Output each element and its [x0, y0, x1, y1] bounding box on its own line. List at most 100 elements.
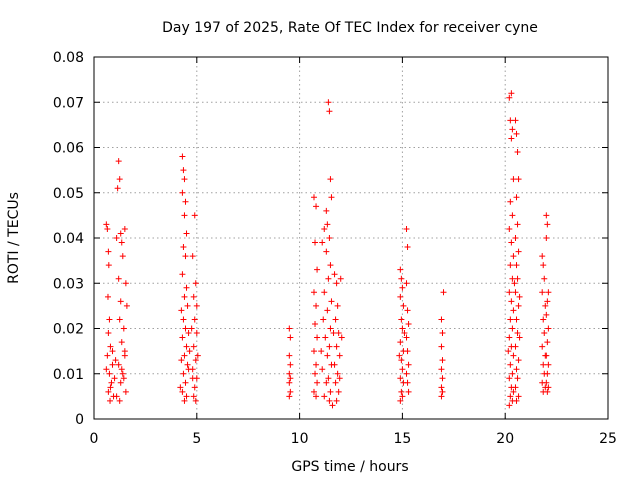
data-point — [401, 330, 408, 337]
data-point — [310, 348, 317, 355]
data-point — [438, 366, 445, 373]
x-tick-label: 15 — [393, 431, 411, 447]
data-point — [107, 384, 114, 391]
data-point — [184, 302, 191, 309]
data-point — [319, 366, 326, 373]
data-point — [119, 370, 126, 377]
data-point — [314, 379, 321, 386]
data-point — [336, 375, 343, 382]
data-point — [119, 253, 126, 260]
data-point — [287, 375, 294, 382]
data-point — [319, 239, 326, 246]
data-point — [505, 348, 512, 355]
data-point — [105, 330, 112, 337]
data-point — [513, 130, 520, 137]
data-point — [403, 225, 410, 232]
data-point — [310, 289, 317, 296]
data-point — [122, 280, 129, 287]
data-point — [506, 225, 513, 232]
data-point — [439, 375, 446, 382]
data-point — [108, 379, 115, 386]
data-point — [508, 90, 515, 97]
data-point — [184, 361, 191, 368]
data-point — [115, 158, 122, 165]
data-point — [512, 235, 519, 241]
data-point — [286, 352, 293, 359]
data-point — [513, 316, 520, 323]
y-tick-label: 0.05 — [53, 186, 84, 202]
data-point — [439, 388, 446, 395]
data-point — [512, 343, 519, 350]
data-point — [192, 357, 199, 364]
data-point — [181, 397, 188, 404]
data-point — [509, 325, 516, 332]
x-tick-label: 0 — [90, 431, 99, 447]
data-point — [544, 298, 551, 305]
data-point — [327, 325, 334, 332]
data-point — [403, 370, 410, 377]
data-point — [398, 316, 405, 323]
data-point — [181, 352, 188, 359]
data-point — [313, 203, 320, 210]
data-point — [109, 348, 116, 355]
data-point — [405, 388, 412, 395]
data-point — [182, 253, 189, 260]
data-point — [397, 375, 404, 382]
data-point — [310, 388, 317, 395]
data-point — [323, 379, 330, 386]
data-point — [506, 94, 513, 101]
data-point — [192, 397, 199, 404]
data-point — [507, 198, 514, 205]
data-point — [545, 384, 552, 391]
data-point — [509, 212, 516, 219]
data-point — [314, 266, 321, 273]
data-point — [181, 176, 188, 183]
data-point — [312, 320, 319, 327]
data-point — [321, 393, 328, 400]
data-point — [179, 271, 186, 278]
data-point — [111, 375, 118, 382]
data-point — [335, 388, 342, 395]
data-point — [398, 357, 405, 364]
data-point — [182, 325, 189, 332]
data-point — [312, 239, 319, 246]
data-point — [514, 149, 521, 156]
data-point — [543, 212, 550, 219]
data-point — [179, 189, 186, 196]
data-point — [510, 388, 517, 395]
data-point — [515, 393, 522, 400]
data-point — [328, 194, 335, 201]
data-point — [326, 108, 333, 115]
y-tick-label: 0 — [75, 412, 84, 428]
data-point — [334, 370, 341, 377]
data-point — [439, 357, 446, 364]
data-point — [313, 361, 320, 368]
data-point — [188, 325, 195, 332]
data-point — [179, 334, 186, 341]
data-point — [506, 334, 513, 341]
data-point — [120, 325, 127, 332]
data-point — [396, 352, 403, 359]
data-point — [438, 343, 445, 350]
data-point — [116, 176, 123, 183]
data-point — [313, 393, 320, 400]
data-point — [333, 397, 340, 404]
data-point — [438, 316, 445, 323]
data-point — [513, 397, 520, 404]
data-point — [324, 307, 331, 314]
data-point — [118, 339, 125, 346]
data-point — [114, 185, 121, 192]
data-point — [286, 393, 293, 400]
data-point — [123, 302, 130, 309]
data-point — [543, 311, 550, 318]
data-point — [107, 397, 114, 404]
data-point — [515, 357, 522, 364]
data-point — [333, 343, 340, 350]
data-point — [179, 153, 186, 160]
y-tick-label: 0.06 — [53, 141, 84, 157]
data-point — [398, 388, 405, 395]
data-point — [104, 352, 111, 359]
data-point — [286, 370, 293, 377]
data-point — [116, 397, 123, 404]
data-point — [507, 262, 514, 269]
